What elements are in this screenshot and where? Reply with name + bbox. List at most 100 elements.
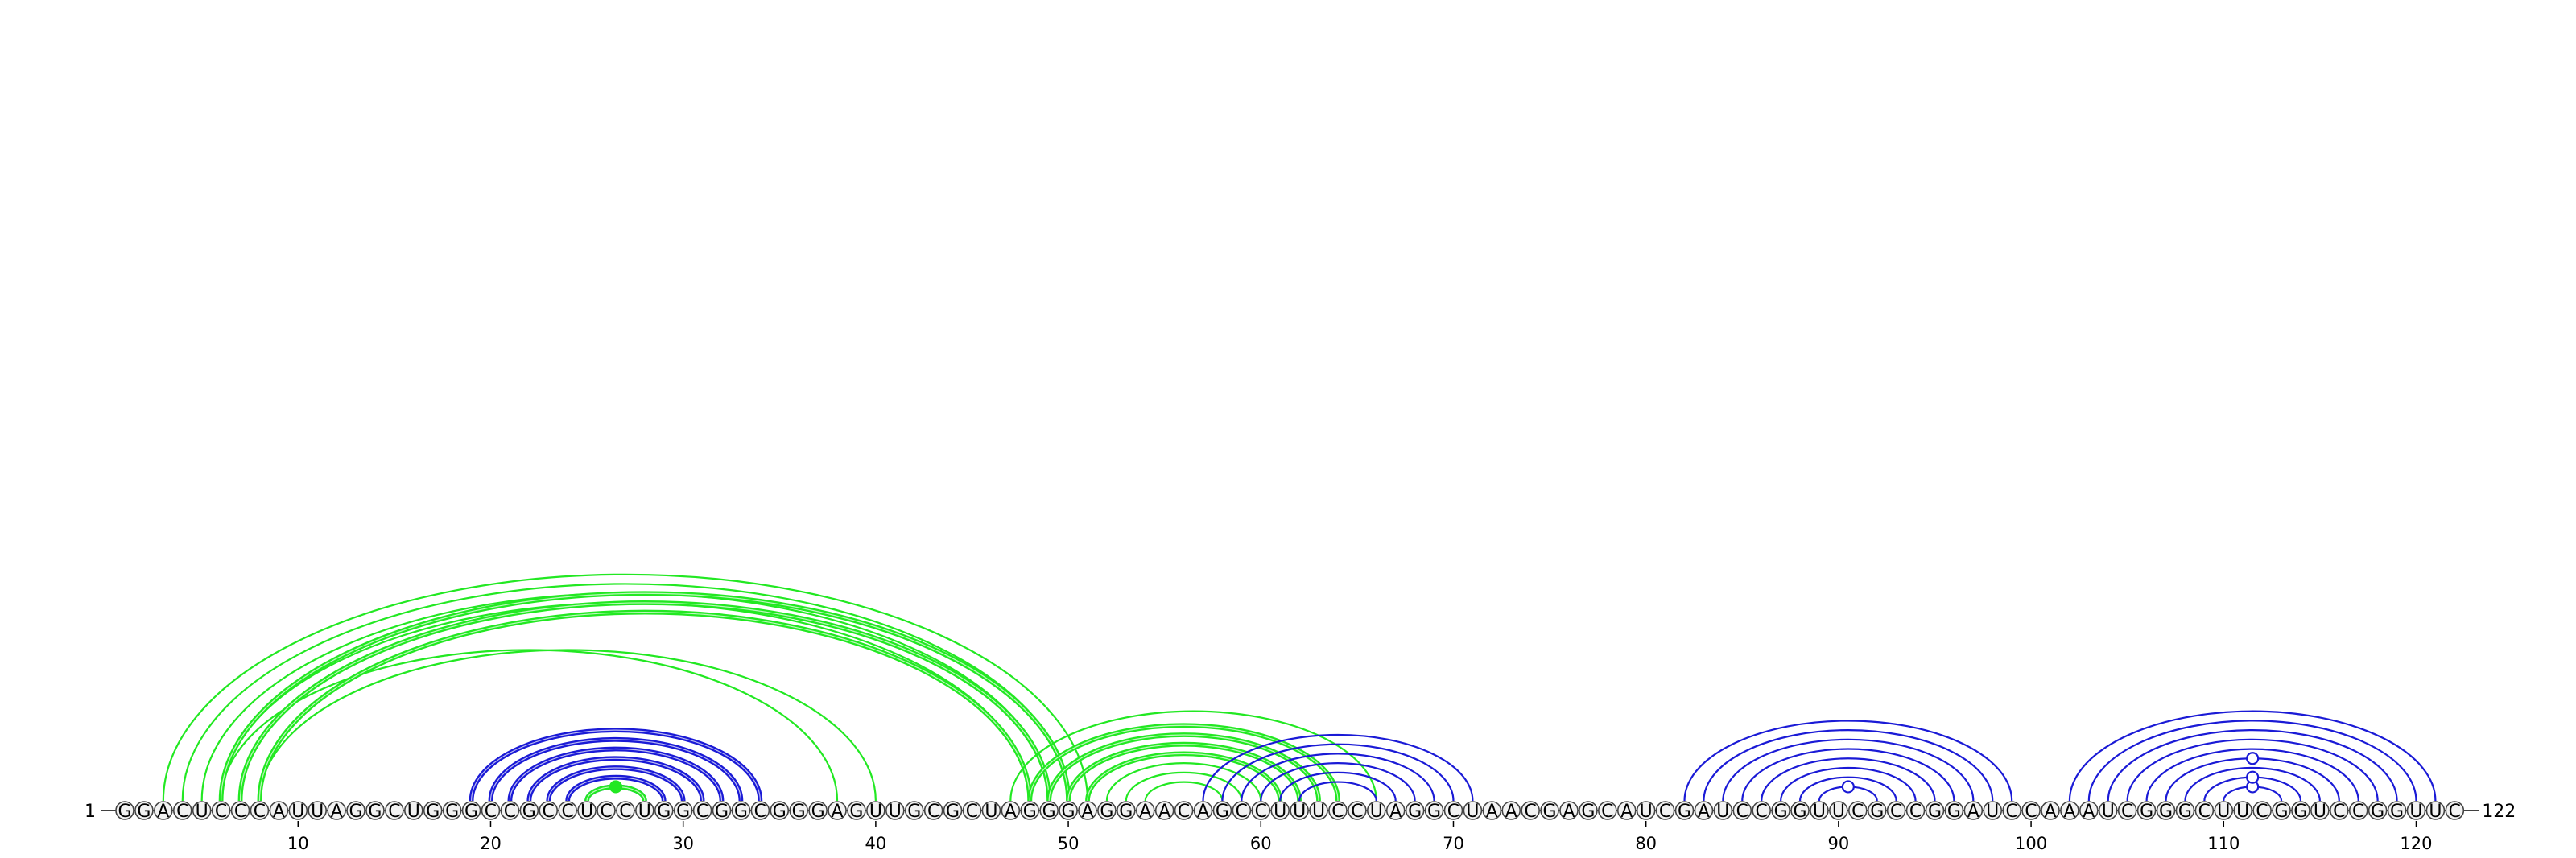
nucleotide-circle <box>1790 801 1810 820</box>
nucleotide: U <box>886 801 905 822</box>
nucleotide: G <box>115 801 134 822</box>
nucleotide-circle <box>365 801 385 820</box>
nucleotide-letter: G <box>2159 802 2173 822</box>
nucleotide-letter: C <box>754 802 766 822</box>
nucleotide-circle <box>1020 801 1040 820</box>
nucleotide-letter: A <box>2083 802 2095 822</box>
arc-marker <box>2246 770 2260 784</box>
arc-group-3 <box>218 591 1071 802</box>
nucleotide-circle <box>230 801 250 820</box>
nucleotide-circle <box>1905 801 1926 820</box>
nucleotide-letter: G <box>1062 802 1075 822</box>
nucleotide: C <box>481 801 501 822</box>
nucleotide: G <box>847 801 866 822</box>
nucleotide-letter: A <box>2044 802 2056 822</box>
nucleotide: G <box>1020 801 1040 822</box>
nucleotide-circle <box>770 801 790 820</box>
nucleotide-letter: U <box>1813 802 1826 822</box>
nucleotide: G <box>1059 801 1078 822</box>
nucleotide: G <box>1212 801 1232 822</box>
nucleotide-circle <box>1559 801 1579 820</box>
base-pair-arc <box>1260 762 1416 802</box>
base-pair-arc <box>1741 748 1955 802</box>
nucleotide-letter: G <box>1678 802 1691 822</box>
nucleotide-circle <box>1059 801 1078 820</box>
nucleotide-letter: U <box>869 802 882 822</box>
nucleotide-letter: U <box>1832 802 1845 822</box>
nucleotide-circle <box>539 801 559 820</box>
nucleotide: G <box>2368 801 2388 822</box>
nucleotide-circle <box>134 801 154 820</box>
nucleotide-letter: C <box>2256 802 2268 822</box>
nucleotide: G <box>442 801 462 822</box>
nucleotide-letter: C <box>1331 802 1344 822</box>
nucleotide-circle <box>847 801 866 820</box>
nucleotide-circle <box>789 801 809 820</box>
nucleotide-circle <box>577 801 597 820</box>
nucleotide: G <box>519 801 539 822</box>
base-pair-arc-inner <box>567 777 665 802</box>
nucleotide-letter: C <box>2449 802 2461 822</box>
nucleotide-circle <box>385 801 404 820</box>
nucleotide-letter: A <box>1967 802 1979 822</box>
nucleotide: C <box>923 801 943 822</box>
nucleotide-circle <box>2406 801 2426 820</box>
nucleotide: U <box>1367 801 1386 822</box>
nucleotide-circle <box>288 801 308 820</box>
base-pair-arc-inner <box>1048 734 1319 802</box>
nucleotide: C <box>2252 801 2272 822</box>
nucleotide-circle <box>1039 801 1059 820</box>
base-pair-arc <box>526 756 705 802</box>
nucleotide: G <box>904 801 924 822</box>
nucleotide-letter: G <box>1794 802 1807 822</box>
nucleotide-circle <box>1867 801 1887 820</box>
nucleotide: C <box>539 801 559 822</box>
nucleotide-letter: U <box>889 802 902 822</box>
nucleotide-letter: C <box>927 802 939 822</box>
nucleotide: U <box>981 801 1001 822</box>
nucleotide-circle <box>692 801 712 820</box>
nucleotide: U <box>2098 801 2118 822</box>
nucleotide: G <box>712 801 732 822</box>
nucleotide-circle <box>2175 801 2195 820</box>
nucleotide-circle <box>1925 801 1945 820</box>
arc-group-5 <box>1009 710 1377 802</box>
base-pair-arc-inner <box>509 748 723 802</box>
nucleotide: U <box>1290 801 1309 822</box>
nucleotide-letter: C <box>1890 802 1902 822</box>
nucleotide-letter: A <box>1698 802 1710 822</box>
nucleotide-letter: U <box>1370 802 1383 822</box>
base-pair-arc-inner <box>239 602 1050 802</box>
nucleotide-letter: G <box>2390 802 2404 822</box>
nucleotide-circle <box>1270 801 1290 820</box>
nucleotide-letter: U <box>2236 802 2249 822</box>
nucleotide-letter: C <box>543 802 555 822</box>
base-pair-arc <box>2145 748 2359 802</box>
arcs-layer <box>162 573 2437 802</box>
nucleotide-letter: C <box>1178 802 1190 822</box>
nucleotide: G <box>365 801 385 822</box>
nucleotide: U <box>1636 801 1656 822</box>
nucleotide: C <box>250 801 270 822</box>
nucleotide-circle <box>1328 801 1348 820</box>
nucleotide-circle <box>2214 801 2234 820</box>
nucleotide: G <box>1790 801 1810 822</box>
nucleotide-circle <box>1771 801 1790 820</box>
nucleotide-letter: A <box>1389 802 1402 822</box>
nucleotide-letter: C <box>1736 802 1748 822</box>
base-pair-arc-inner <box>1029 724 1339 802</box>
base-pair-arc <box>220 601 1031 802</box>
nucleotide: A <box>269 801 289 822</box>
nucleotide: U <box>577 801 597 822</box>
nucleotide-circle <box>2425 801 2446 820</box>
nucleotide-letter: A <box>2063 802 2075 822</box>
nucleotide: C <box>1251 801 1271 822</box>
nucleotide-circle <box>1944 801 1964 820</box>
nucleotide-circle <box>1501 801 1521 820</box>
base-pair-arc-inner <box>258 612 1030 802</box>
nucleotide-circle <box>2136 801 2157 820</box>
nucleotide-letter: G <box>1427 802 1441 822</box>
base-pair-arc <box>162 573 1089 802</box>
nucleotide: U <box>635 801 654 822</box>
